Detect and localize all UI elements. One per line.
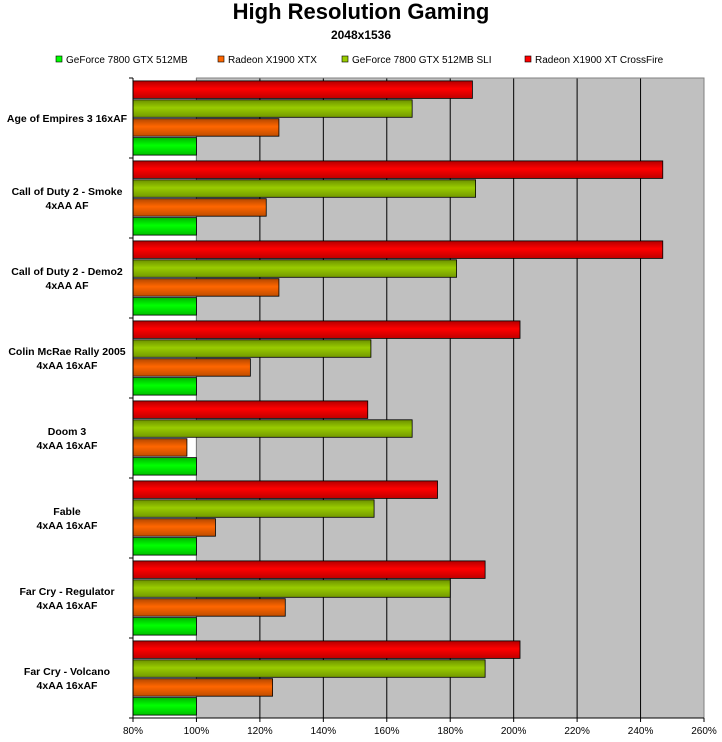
- bar-4-radeon-x1900-xtx: [132, 358, 251, 377]
- category-label: Colin McRae Rally 2005 4xAA 16xAF: [8, 346, 125, 372]
- bar-8-radeon-x1900-xt-crossfire: [132, 640, 521, 659]
- bar-5-geforce-7800-gtx-512mb-sli: [132, 419, 413, 438]
- bar-6-geforce-7800-gtx-512mb: [132, 537, 197, 556]
- bar-1-geforce-7800-gtx-512mb-sli: [132, 99, 413, 118]
- category-label: Call of Duty 2 - Demo2 4xAA AF: [11, 266, 123, 292]
- bar-3-radeon-x1900-xtx: [132, 278, 280, 297]
- x-tick-label: 120%: [247, 726, 273, 737]
- bar-2-geforce-7800-gtx-512mb: [132, 217, 197, 236]
- bars: [132, 80, 664, 716]
- legend-swatch: [55, 55, 63, 63]
- category-label: Far Cry - Regulator 4xAA 16xAF: [19, 586, 114, 612]
- bar-8-radeon-x1900-xtx: [132, 678, 273, 697]
- chart-subtitle: 2048x1536: [331, 28, 391, 42]
- x-tick-label: 140%: [311, 726, 337, 737]
- bar-1-radeon-x1900-xt-crossfire: [132, 80, 473, 99]
- x-tick-label: 240%: [628, 726, 654, 737]
- legend-label: GeForce 7800 GTX 512MB: [66, 55, 188, 66]
- bar-5-radeon-x1900-xtx: [132, 438, 188, 457]
- legend-label: GeForce 7800 GTX 512MB SLI: [352, 55, 492, 66]
- bar-2-radeon-x1900-xt-crossfire: [132, 160, 664, 179]
- bar-6-radeon-x1900-xt-crossfire: [132, 480, 438, 499]
- bar-7-radeon-x1900-xt-crossfire: [132, 560, 486, 579]
- axes: [129, 77, 705, 722]
- bar-3-geforce-7800-gtx-512mb-sli: [132, 259, 457, 278]
- legend-label: Radeon X1900 XTX: [228, 55, 317, 66]
- bar-7-geforce-7800-gtx-512mb-sli: [132, 579, 451, 598]
- category-label: Far Cry - Volcano 4xAA 16xAF: [24, 666, 110, 692]
- category-label: Age of Empires 3 16xAF: [7, 113, 128, 125]
- x-tick-labels: 80% 100% 120% 140% 160% 180% 200% 220% 240% 260%: [123, 726, 717, 737]
- category-label: Doom 3 4xAA 16xAF: [37, 426, 98, 452]
- x-tick-label: 80%: [123, 726, 143, 737]
- bar-8-geforce-7800-gtx-512mb-sli: [132, 659, 486, 678]
- bar-7-radeon-x1900-xtx: [132, 598, 286, 617]
- bar-5-radeon-x1900-xt-crossfire: [132, 400, 369, 419]
- x-tick-label: 220%: [564, 726, 590, 737]
- bar-4-geforce-7800-gtx-512mb-sli: [132, 339, 372, 358]
- bar-1-radeon-x1900-xtx: [132, 118, 280, 137]
- bar-7-geforce-7800-gtx-512mb: [132, 617, 197, 636]
- bar-5-geforce-7800-gtx-512mb: [132, 457, 197, 476]
- x-tick-label: 200%: [501, 726, 527, 737]
- bar-4-radeon-x1900-xt-crossfire: [132, 320, 521, 339]
- bar-6-radeon-x1900-xtx: [132, 518, 216, 537]
- legend: GeForce 7800 GTX 512MB Radeon X1900 XTX Ge…: [55, 55, 664, 66]
- legend-swatch: [341, 55, 349, 63]
- category-labels: Age of Empires 3 16xAF Call of Duty 2 - S…: [7, 113, 128, 692]
- legend-swatch: [217, 55, 225, 63]
- bar-2-radeon-x1900-xtx: [132, 198, 267, 217]
- chart-title: High Resolution Gaming: [233, 0, 490, 24]
- bar-4-geforce-7800-gtx-512mb: [132, 377, 197, 396]
- category-label: Call of Duty 2 - Smoke 4xAA AF: [12, 186, 123, 212]
- bar-2-geforce-7800-gtx-512mb-sli: [132, 179, 477, 198]
- x-tick-label: 100%: [184, 726, 210, 737]
- x-tick-label: 180%: [437, 726, 463, 737]
- bar-8-geforce-7800-gtx-512mb: [132, 697, 197, 716]
- bar-6-geforce-7800-gtx-512mb-sli: [132, 499, 375, 518]
- x-tick-label: 260%: [691, 726, 717, 737]
- bar-1-geforce-7800-gtx-512mb: [132, 137, 197, 156]
- x-tick-label: 160%: [374, 726, 400, 737]
- legend-swatch: [524, 55, 532, 63]
- bar-3-geforce-7800-gtx-512mb: [132, 297, 197, 316]
- legend-label: Radeon X1900 XT CrossFire: [535, 55, 664, 66]
- bar-3-radeon-x1900-xt-crossfire: [132, 240, 664, 259]
- category-label: Fable 4xAA 16xAF: [37, 506, 98, 532]
